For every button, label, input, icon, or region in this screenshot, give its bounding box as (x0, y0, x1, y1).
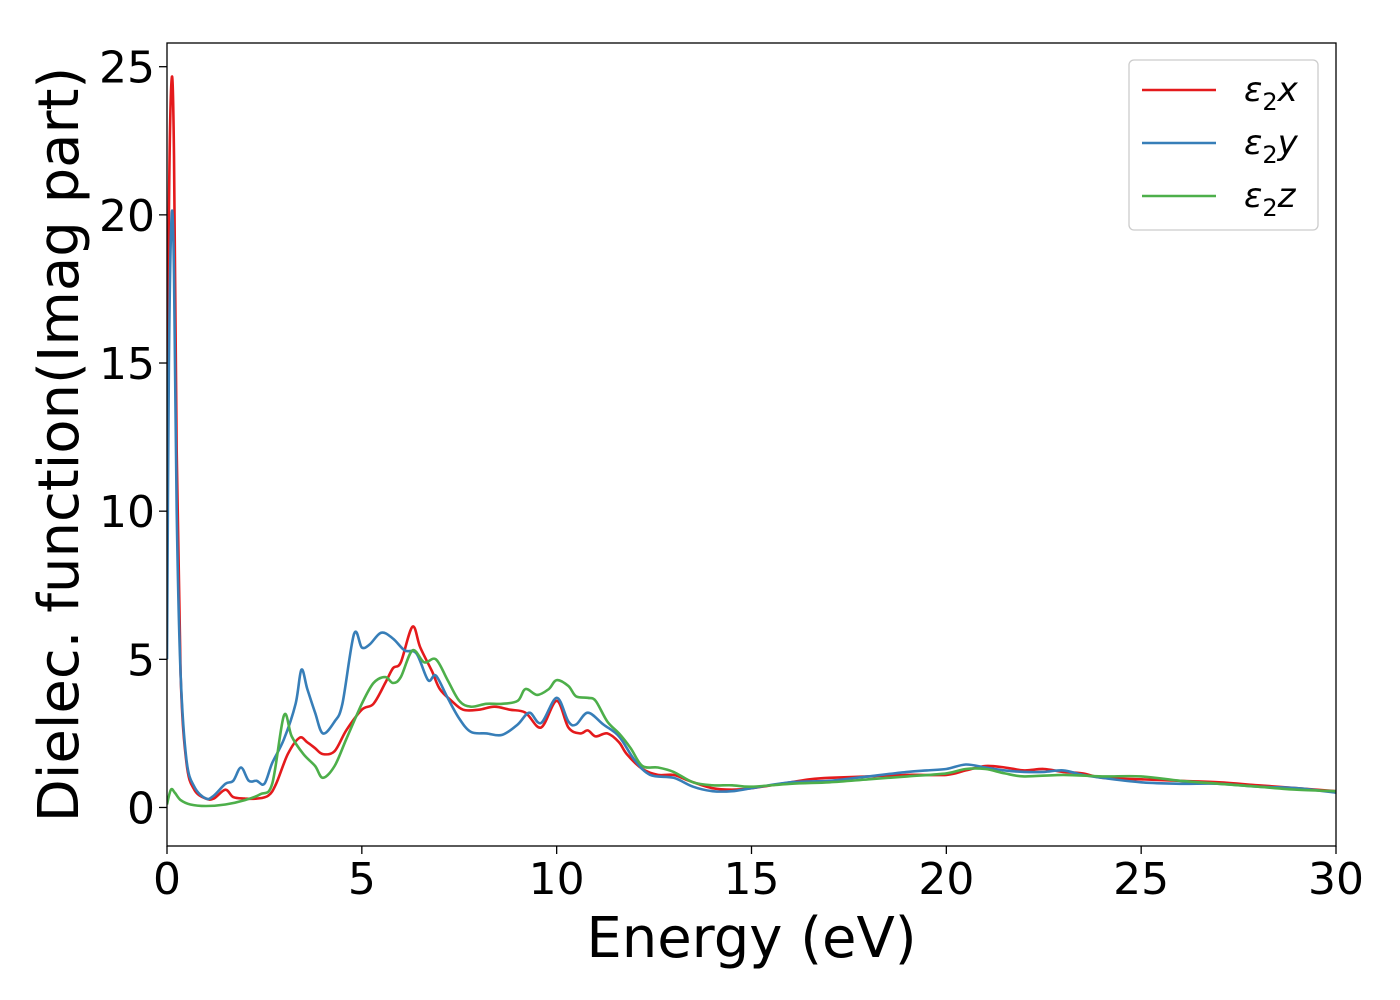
x-axis-title: Energy (eV) (586, 906, 916, 971)
x-tick-label: 15 (724, 854, 780, 905)
x-axis: 0 5 10 15 20 25 30 (153, 846, 1364, 905)
legend-label-base: ε (1244, 176, 1262, 216)
x-tick-label: 30 (1308, 854, 1364, 905)
y-tick-label: 5 (127, 635, 155, 686)
x-tick-label: 5 (348, 854, 376, 905)
x-tick-label: 25 (1113, 854, 1169, 905)
legend-label-variable: z (1277, 176, 1297, 216)
y-tick-label: 25 (99, 43, 155, 94)
legend-label-subscript: 2 (1262, 88, 1277, 116)
series-line-y (167, 209, 1336, 801)
x-tick-label: 0 (153, 854, 181, 905)
y-tick-label: 15 (99, 339, 155, 390)
legend-label-variable: x (1277, 70, 1299, 110)
y-tick-label: 10 (99, 487, 155, 538)
y-axis: 0 5 10 15 20 25 (99, 43, 167, 834)
series-line-z (167, 648, 1336, 808)
legend-label-base: ε (1244, 123, 1262, 163)
legend-label-y: ε2y (1244, 123, 1299, 169)
legend-label-variable: y (1277, 123, 1299, 163)
y-tick-label: 0 (127, 783, 155, 834)
y-axis-title: Dielec. function(Imag part) (27, 67, 92, 823)
x-tick-label: 20 (918, 854, 974, 905)
x-tick-label: 10 (529, 854, 585, 905)
legend-label-x: ε2x (1244, 70, 1299, 116)
legend-box (1128, 59, 1319, 231)
series-layer (167, 75, 1336, 808)
legend-label-subscript: 2 (1262, 194, 1277, 222)
y-tick-label: 20 (99, 191, 155, 242)
legend-label-subscript: 2 (1262, 141, 1277, 169)
legend-label-base: ε (1244, 70, 1262, 110)
legend-label-z: ε2z (1244, 176, 1297, 222)
